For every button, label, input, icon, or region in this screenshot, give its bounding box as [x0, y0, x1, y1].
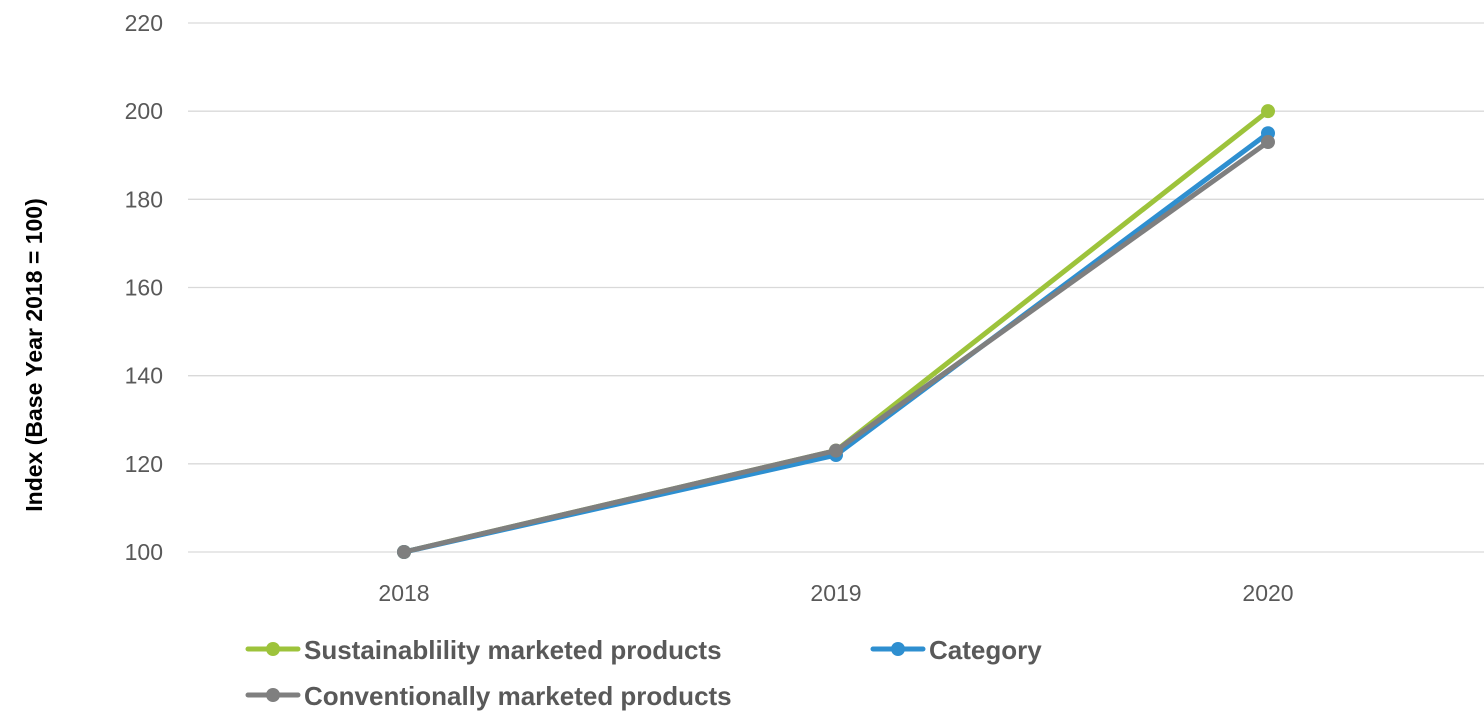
legend: Sustainablility marketed products Categor…: [245, 635, 1042, 711]
legend-swatch-marker: [266, 688, 280, 702]
legend-item: Category: [870, 635, 1042, 665]
y-tick-label: 140: [125, 363, 163, 389]
series-line: [401, 130, 1271, 555]
x-tick-label: 2019: [810, 580, 861, 606]
series-line: [401, 139, 1271, 555]
series-2: [397, 135, 1275, 559]
x-tick-label: 2018: [378, 580, 429, 606]
series-1: [397, 126, 1275, 559]
legend-swatch-marker: [266, 642, 280, 656]
y-axis-ticks: 100 120 140 160 180 200 220: [125, 10, 163, 565]
y-tick-label: 200: [125, 98, 163, 124]
legend-label: Sustainablility marketed products: [304, 635, 722, 665]
y-tick-label: 220: [125, 10, 163, 36]
legend-label: Category: [929, 635, 1042, 665]
series-0: [397, 104, 1275, 559]
data-point: [1261, 135, 1275, 150]
series-layer: [397, 104, 1275, 559]
series-line: [401, 108, 1271, 555]
data-point: [397, 545, 411, 559]
data-point: [829, 443, 843, 458]
y-tick-label: 160: [125, 275, 163, 301]
y-tick-label: 120: [125, 451, 163, 477]
y-tick-label: 100: [125, 539, 163, 565]
gridlines: [188, 22, 1484, 553]
y-axis-label: Index (Base Year 2018 = 100): [21, 198, 47, 512]
legend-label: Conventionally marketed products: [304, 681, 732, 711]
x-tick-label: 2020: [1242, 580, 1293, 606]
legend-item: Sustainablility marketed products: [245, 635, 722, 665]
x-axis-ticks: 2018 2019 2020: [378, 580, 1293, 606]
y-tick-label: 180: [125, 186, 163, 212]
data-point: [1261, 104, 1275, 119]
legend-swatch-marker: [891, 642, 905, 656]
legend-item: Conventionally marketed products: [245, 681, 732, 711]
